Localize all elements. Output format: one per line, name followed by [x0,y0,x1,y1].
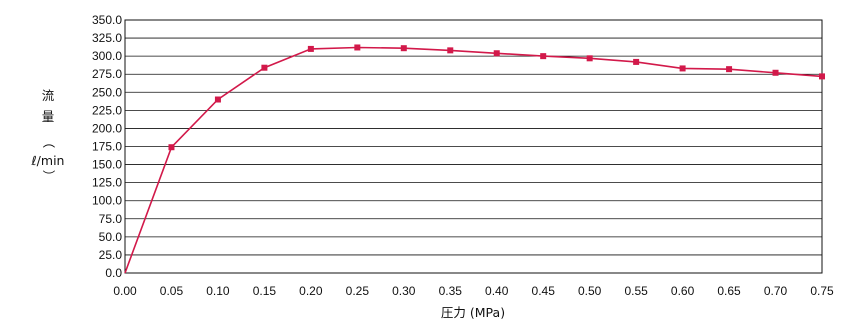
y-tick-labels: 0.0 25.0 50.0 75.0 100.0 125.0 150.0 175.0 200.0… [92,13,122,280]
data-point [726,66,733,73]
series-line [124,46,823,274]
x-tick-label: 0.45 [532,284,556,298]
x-tick-label: 0.60 [671,284,695,298]
y-tick-label: 50.0 [99,230,123,244]
y-axis-title-char: 量 [42,109,55,124]
plot-frame [124,19,823,274]
y-tick-label: 350.0 [92,13,122,27]
x-axis-title: 圧力 (MPa) [441,305,505,320]
y-axis-title-char: ） [41,170,56,183]
x-tick-label: 0.00 [113,284,137,298]
x-tick-label: 0.25 [346,284,370,298]
y-tick-label: 200.0 [92,121,122,135]
data-point [772,69,779,76]
x-tick-label: 0.35 [439,284,463,298]
x-tick-label: 0.10 [206,284,230,298]
y-axis-title: 流量 （ ℓ/min ） [31,88,65,182]
data-point [400,45,407,52]
y-tick-label: 150.0 [92,158,122,172]
y-axis-title-char: 流 [42,88,55,103]
x-tick-label: 0.15 [253,284,277,298]
data-point [586,55,593,62]
x-tick-label: 0.55 [624,284,648,298]
y-tick-label: 25.0 [99,248,123,262]
y-tick-label: 225.0 [92,103,122,117]
y-tick-label: 275.0 [92,67,122,81]
data-point [540,53,547,60]
data-point [168,144,175,151]
data-point [679,65,686,72]
y-tick-label: 325.0 [92,31,122,45]
grid-lines [125,19,822,274]
data-point [493,50,500,57]
x-tick-label: 0.20 [299,284,323,298]
data-point [214,96,221,103]
x-tick-label: 0.40 [485,284,509,298]
x-tick-label: 0.30 [392,284,416,298]
data-point [633,58,640,65]
y-tick-label: 175.0 [92,140,122,154]
data-point [819,73,825,80]
data-point [261,64,268,71]
y-tick-label: 75.0 [99,212,123,226]
y-tick-label: 250.0 [92,85,122,99]
x-tick-label: 0.05 [160,284,184,298]
x-tick-labels: 0.00 0.05 0.10 0.15 0.20 0.25 0.30 0.35 0.40 0.45… [113,284,834,298]
data-point [354,44,361,51]
x-tick-label: 0.50 [578,284,602,298]
y-tick-label: 125.0 [92,176,122,190]
y-axis-title-char: （ [41,136,56,149]
y-tick-label: 0.0 [105,266,122,280]
series-layer [124,44,825,274]
y-axis-title-char: ℓ/min [31,153,65,168]
x-tick-label: 0.70 [764,284,788,298]
x-tick-label: 0.75 [810,284,834,298]
y-tick-label: 100.0 [92,194,122,208]
y-tick-label: 300.0 [92,49,122,63]
data-point [307,45,314,52]
x-tick-label: 0.65 [717,284,741,298]
data-point [447,47,454,54]
